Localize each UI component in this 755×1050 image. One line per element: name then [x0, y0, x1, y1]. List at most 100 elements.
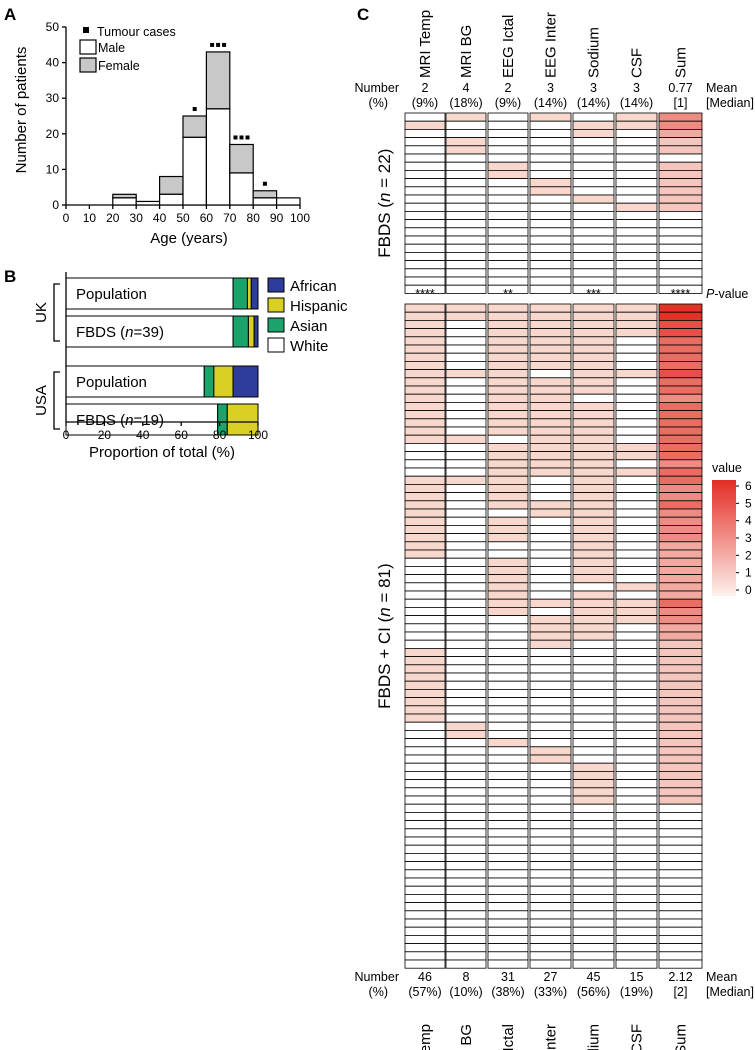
legend-tumour-swatch — [83, 27, 89, 33]
heatmap-cell — [572, 227, 615, 237]
heatmap-cell — [445, 582, 487, 592]
heatmap-cell — [615, 385, 658, 395]
heatmap-cell — [615, 877, 658, 887]
summary-percent: (18%) — [449, 96, 482, 110]
heatmap-cell — [615, 137, 658, 147]
heatmap-cell — [615, 128, 658, 138]
group-bracket — [53, 371, 60, 430]
heatmap-cell — [404, 360, 446, 370]
heatmap-cell — [445, 483, 487, 493]
ethnicity-segment-hispanic — [226, 403, 259, 436]
heatmap-cell — [404, 145, 446, 155]
heatmap-cell — [572, 459, 615, 469]
histogram-bar-male — [252, 197, 278, 206]
heatmap-cell — [529, 161, 572, 171]
heatmap-cell — [487, 918, 529, 928]
heatmap-cell — [658, 344, 703, 354]
heatmap-cell — [404, 713, 446, 723]
heatmap-cell — [404, 401, 446, 411]
heatmap-cell — [529, 169, 572, 179]
heatmap-cell — [404, 319, 446, 329]
heatmap-top-column-label: EEG Ictal — [500, 15, 517, 78]
heatmap-cell — [404, 598, 446, 608]
summary-count: 15 — [630, 970, 644, 984]
tumour-case-marker — [245, 135, 250, 140]
heatmap-cell — [658, 656, 703, 666]
heatmap-cell — [572, 730, 615, 740]
summary-percent: (19%) — [620, 985, 653, 999]
heatmap-cell — [404, 251, 446, 261]
heatmap-cell — [404, 803, 446, 813]
heatmap-cell — [404, 869, 446, 879]
heatmap-cell — [529, 721, 572, 731]
histogram-y-tick-label: 0 — [52, 198, 59, 212]
heatmap-cell — [615, 169, 658, 179]
heatmap-cell — [658, 276, 703, 286]
heatmap-cell — [487, 656, 529, 666]
row-label-text: FBDS ( — [76, 412, 125, 429]
heatmap-cell — [615, 194, 658, 204]
heatmap-cell — [572, 128, 615, 138]
histogram-x-tick-label: 90 — [270, 211, 284, 225]
heatmap-cell — [658, 360, 703, 370]
heatmap-cell — [529, 566, 572, 576]
histogram-x-tick-label: 80 — [247, 211, 261, 225]
heatmap-cell — [529, 935, 572, 945]
heatmap-cell — [445, 787, 487, 797]
heatmap-cell — [404, 836, 446, 846]
heatmap-cell — [529, 598, 572, 608]
heatmap-cell — [529, 836, 572, 846]
heatmap-cell — [487, 268, 529, 278]
heatmap-bottom-column-label: EEG Inter — [543, 1024, 560, 1050]
tumour-case-marker — [239, 135, 244, 140]
heatmap-cell — [529, 344, 572, 354]
heatmap-cell — [615, 328, 658, 338]
heatmap-cell — [615, 812, 658, 822]
panel-label-b: B — [4, 267, 16, 286]
heatmap-cell — [572, 276, 615, 286]
heatmap-cell — [487, 836, 529, 846]
heatmap-cell — [445, 260, 487, 270]
legend-swatch-asian — [267, 317, 285, 333]
heatmap-cell — [487, 582, 529, 592]
heatmap-cell — [445, 284, 487, 294]
heatmap-cell — [572, 153, 615, 163]
heatmap-cell — [487, 525, 529, 535]
heatmap-cell — [529, 137, 572, 147]
heatmap-cell — [529, 385, 572, 395]
heatmap-panel: MRI Temp MRI Temp MRI BG MRI BG EEG Ictal EEG… — [355, 10, 754, 1050]
heatmap-cell — [487, 672, 529, 682]
heatmap-cell — [572, 483, 615, 493]
heatmap-cell — [658, 137, 703, 147]
heatmap-cell — [529, 648, 572, 658]
heatmap-cell — [445, 369, 487, 379]
heatmap-cell — [658, 557, 703, 567]
heatmap-cell — [615, 844, 658, 854]
heatmap-cell — [572, 648, 615, 658]
colorscale-tick-label: 3 — [745, 531, 752, 545]
heatmap-cell — [658, 549, 703, 559]
heatmap-cell — [615, 730, 658, 740]
heatmap-cell — [445, 664, 487, 674]
heatmap-cell — [658, 623, 703, 633]
heatmap-cell — [529, 153, 572, 163]
heatmap-cell — [445, 656, 487, 666]
heatmap-cell — [658, 877, 703, 887]
summary-count: 8 — [463, 970, 470, 984]
pvalue-stars: **** — [671, 287, 691, 301]
heatmap-cell — [404, 475, 446, 485]
histogram-x-tick-label: 70 — [223, 211, 237, 225]
heatmap-cell — [615, 369, 658, 379]
heatmap-cell — [615, 352, 658, 362]
heatmap-cell — [529, 746, 572, 756]
histogram-bar-male — [135, 200, 161, 206]
heatmap-cell — [487, 574, 529, 584]
heatmap-cell — [572, 656, 615, 666]
heatmap-cell — [658, 418, 703, 428]
heatmap-cell — [572, 451, 615, 461]
heatmap-cell — [572, 910, 615, 920]
heatmap-cell — [445, 672, 487, 682]
heatmap-cell — [445, 771, 487, 781]
tumour-case-marker — [222, 42, 227, 47]
summary-count: 3 — [633, 81, 640, 95]
